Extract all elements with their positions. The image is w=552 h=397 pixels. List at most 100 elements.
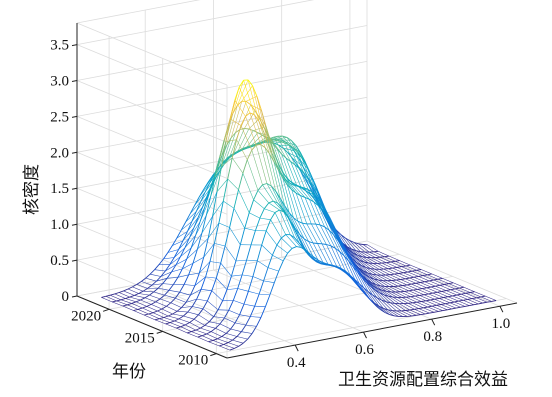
density-curve-segment [405,278,409,279]
z-tick-label: 2.5 [50,109,69,125]
surface-layer [101,80,496,350]
back-wall-grid-line [77,0,367,45]
density-curve-segment [444,297,448,298]
density-curve-segment [438,311,442,312]
density-curve-segment [168,314,173,316]
density-curve-segment [422,288,427,289]
density-curve-segment [407,316,412,317]
density-curve-segment [227,276,231,289]
density-curve-segment [410,277,414,278]
surface-mesh-segment [380,257,391,262]
surface-mesh-segment [190,323,201,329]
surface-mesh-segment [252,150,263,185]
density-curve-segment [144,314,149,315]
surface-mesh-segment [244,304,255,306]
density-curve-segment [173,277,178,284]
density-curve-segment [456,307,461,308]
y-tick-mark [103,309,109,311]
surface-mesh-segment [141,300,152,304]
surface-mesh-segment [228,179,239,190]
surface-mesh-segment [266,231,277,245]
surface-mesh-segment [426,301,437,306]
density-curve-segment [202,334,207,336]
density-curve-segment [239,173,243,190]
surface-mesh-segment [428,307,439,311]
surface-mesh-segment [200,328,211,332]
surface-mesh-segment [197,299,208,301]
surface-mesh-segment [403,286,414,291]
density-curve-segment [255,294,259,306]
density-curve-segment [410,309,415,310]
z-tick-label: 0.5 [50,253,69,269]
density-curve-segment [191,235,195,247]
density-curve-segment [272,245,277,255]
surface-mesh-segment [432,306,443,310]
density-curve-segment [141,298,146,300]
surface-mesh-segment [421,270,432,274]
surface-mesh-segment [403,273,414,278]
surface-mesh-segment [394,274,405,279]
density-curve-segment [209,317,213,322]
density-curve-segment [200,325,204,328]
density-curve-segment [169,285,173,291]
surface-mesh-segment [424,295,435,300]
density-curve-segment [419,276,423,277]
density-curve-segment [398,286,403,287]
density-curve-segment [390,315,394,316]
density-curve-segment [158,309,163,311]
density-curve-segment [376,285,381,286]
surface-mesh-segment [415,296,426,301]
density-curve-segment [254,190,258,200]
density-curve-segment [388,268,392,269]
density-curve-segment [187,332,191,333]
surface-mesh-segment [255,306,266,307]
density-curve-segment [379,280,384,281]
density-curve-segment [468,299,472,300]
y-tick-label: 2010 [178,353,208,369]
surface-mesh-segment [245,228,256,230]
density-curve-segment [180,285,184,293]
density-curve-segment [134,309,138,310]
surface-mesh-segment [233,300,244,304]
surface-mesh-segment [260,218,271,220]
density-curve-segment [253,131,257,133]
density-curve-segment [134,294,138,296]
surface-mesh-segment [150,274,161,276]
surface-mesh-segment [220,324,231,329]
density-curve-segment [209,340,213,341]
density-curve-segment [364,262,369,263]
density-curve-segment [275,210,280,213]
density-curve-segment [202,215,206,233]
density-curve-segment [243,339,248,343]
surface-mesh-segment [233,340,244,343]
density-curve-segment [481,296,485,297]
density-curve-segment [146,274,150,278]
density-curve-segment [219,345,224,346]
surface-mesh-segment [419,309,430,314]
density-curve-segment [406,297,411,298]
density-curve-segment [407,284,411,285]
density-curve-segment [394,316,399,317]
density-curve-segment [181,325,185,327]
z-tick-label: 0 [62,289,70,305]
surface-mesh-segment [425,282,436,287]
surface-mesh-segment [417,302,428,307]
density-curve-segment [420,282,424,283]
density-curve-segment [121,299,126,300]
surface-mesh-segment [199,315,210,322]
density-curve-segment [244,128,248,129]
density-curve-segment [234,346,238,348]
surface-mesh-segment [485,296,496,300]
surface-mesh-segment [443,278,454,282]
surface-mesh-segment [247,260,258,261]
density-curve-segment [374,251,378,252]
density-curve-segment [452,295,457,296]
surface-mesh-segment [173,314,184,316]
surface-mesh-segment [232,158,243,173]
density-curve-segment [413,289,417,290]
surface-mesh-segment [451,290,462,295]
density-curve-segment [207,291,211,301]
density-curve-segment [266,220,270,231]
density-curve-segment [414,309,418,310]
density-curve-segment [483,302,488,303]
